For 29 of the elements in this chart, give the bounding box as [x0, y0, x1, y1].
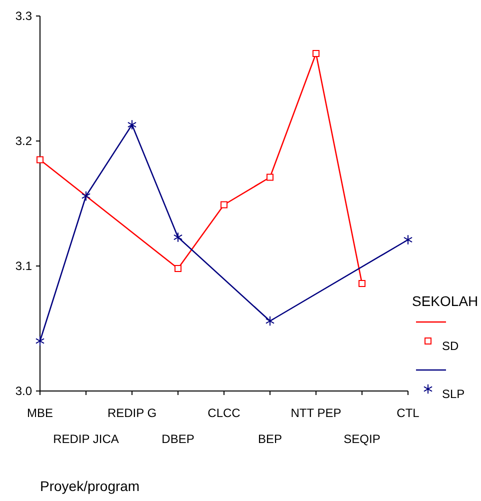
point — [35, 336, 45, 346]
x-tick-label: REDIP G — [107, 406, 157, 420]
legend-label: SLP — [442, 387, 465, 401]
legend-label: SD — [442, 339, 460, 353]
legend-title: SEKOLAH — [412, 293, 478, 309]
x-tick-label: REDIP JICA — [53, 432, 119, 446]
y-tick-label: 3.2 — [15, 134, 32, 148]
point — [173, 232, 183, 242]
x-tick-label: DBEP — [162, 432, 194, 446]
point — [220, 201, 228, 208]
point — [265, 316, 275, 326]
point — [312, 50, 320, 57]
point — [358, 280, 366, 287]
y-tick-label: 3.3 — [15, 9, 32, 24]
point — [36, 156, 44, 164]
point — [266, 174, 274, 181]
x-tick-label: CLCC — [208, 406, 241, 420]
x-axis-title: Proyek/program — [40, 478, 140, 494]
point — [403, 234, 413, 245]
point — [81, 190, 91, 202]
x-tick-label: MBE — [26, 406, 54, 420]
y-tick-label: 3.1 — [15, 259, 32, 274]
x-tick-label: SEQIP — [344, 432, 380, 446]
point — [127, 120, 137, 130]
x-tick-label: BEP — [258, 432, 282, 446]
y-tick-label: 3.0 — [15, 384, 32, 398]
x-tick-label: NTT PEP — [290, 406, 342, 420]
x-tick-label: CTL — [396, 406, 420, 420]
point — [174, 265, 182, 272]
